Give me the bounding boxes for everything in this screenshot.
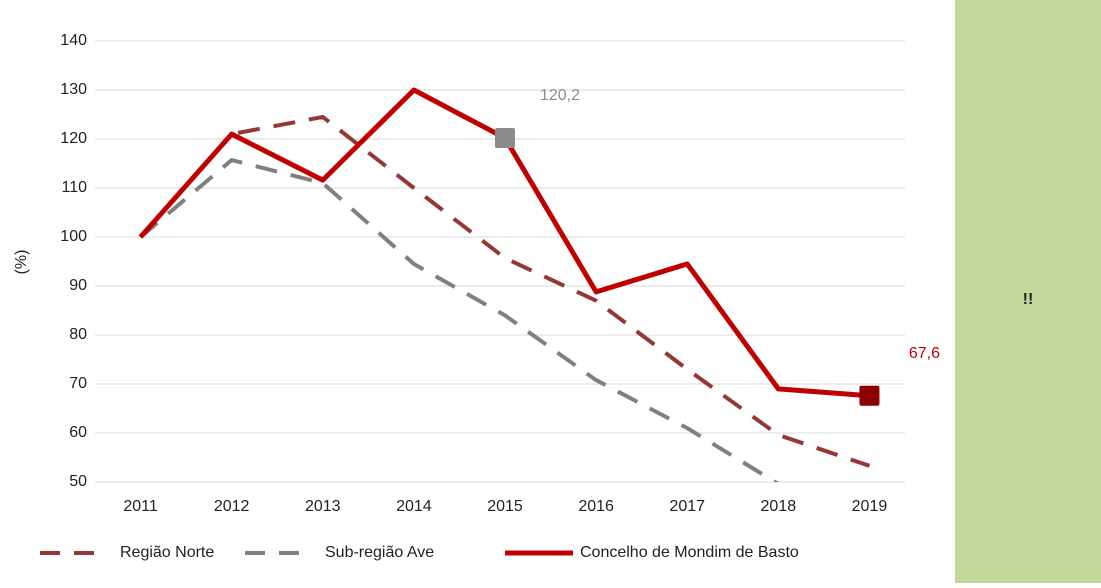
- side-panel: [955, 0, 1101, 583]
- y-tick-label: 50: [69, 473, 87, 490]
- x-tick-label: 2015: [487, 498, 523, 515]
- series-line: [139, 114, 871, 468]
- marker: [495, 128, 515, 149]
- x-tick-label: 2011: [123, 498, 158, 515]
- x-tick-label: 2013: [305, 498, 341, 515]
- y-tick-label: 60: [69, 424, 87, 441]
- x-tick-label: 2018: [761, 498, 797, 515]
- y-tick-label: 100: [60, 228, 87, 245]
- data-label: 120,2: [540, 87, 580, 104]
- legend-label: Sub-região Ave: [325, 544, 434, 561]
- x-tick-label: 2014: [396, 498, 432, 515]
- data-label: 67,6: [909, 345, 940, 362]
- series-line: [139, 158, 779, 482]
- marker: [859, 385, 880, 406]
- y-tick-label: 90: [69, 277, 87, 294]
- y-tick-label: 140: [60, 32, 87, 49]
- x-tick-label: 2017: [669, 498, 705, 515]
- y-tick-label: 70: [69, 375, 87, 392]
- y-tick-label: 120: [60, 130, 87, 147]
- y-axis-label: (%): [13, 250, 30, 275]
- legend-label: Concelho de Mondim de Basto: [580, 544, 799, 561]
- legend-label: Região Norte: [120, 544, 214, 561]
- panel-text: !!: [1023, 291, 1034, 308]
- y-tick-label: 130: [60, 81, 87, 98]
- x-tick-label: 2019: [852, 498, 888, 515]
- y-tick-label: 110: [61, 179, 87, 196]
- y-tick-label: 80: [69, 326, 87, 343]
- x-tick-label: 2016: [578, 498, 614, 515]
- x-tick-label: 2012: [214, 498, 250, 515]
